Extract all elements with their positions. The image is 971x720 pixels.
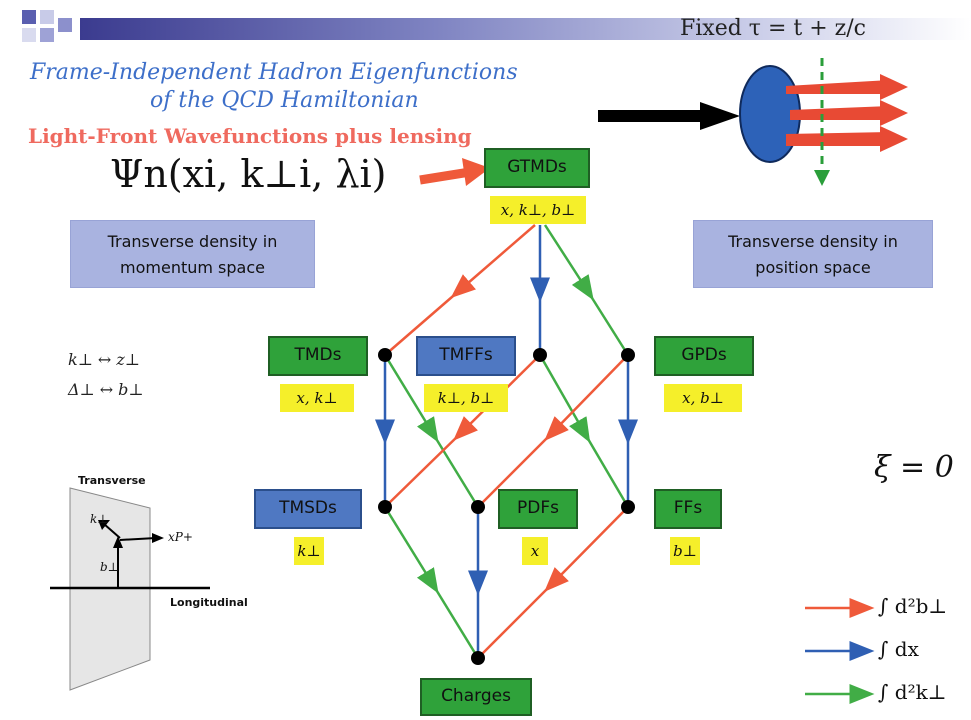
relation-delta-b: Δ⊥ ↔ b⊥ <box>68 380 144 399</box>
relation-k-z: k⊥ ↔ z⊥ <box>68 350 140 369</box>
fixed-tau-label: Fixed τ = t + z/c <box>680 16 866 41</box>
corner-decoration <box>58 18 72 32</box>
hadron-illustration <box>598 58 908 186</box>
node-pdfs: PDFs <box>498 489 578 529</box>
lfw-label: Light-Front Wavefunctions plus lensing <box>28 124 472 148</box>
transverse-plane-diagram <box>50 487 210 691</box>
node-dot-tmds <box>378 348 392 362</box>
legend-blue-label: ∫ dx <box>878 637 919 661</box>
node-dot-gpds <box>621 348 635 362</box>
xi-equals-zero: ξ = 0 <box>874 450 954 485</box>
node-pdfs-vars: x <box>522 537 548 565</box>
light-front-arrow-head <box>814 170 830 186</box>
header-bar <box>80 18 971 40</box>
node-gpds: GPDs <box>654 336 754 376</box>
node-dot-pdfs <box>471 500 485 514</box>
title-line-2: of the QCD Hamiltonian <box>150 88 419 113</box>
edge-green <box>430 582 480 659</box>
node-gpds-vars: x, b⊥ <box>664 384 742 412</box>
parton-arrow <box>786 80 890 94</box>
edge-green <box>582 431 630 508</box>
node-gtmds: GTMDs <box>484 148 590 188</box>
k-perp-symbol: k⊥ <box>90 512 109 526</box>
edge-red <box>477 431 554 508</box>
edge-red <box>477 582 554 659</box>
edge-red <box>384 289 461 356</box>
psi-to-gtmds-arrow-head <box>462 158 490 186</box>
density-position-line-1: Transverse density in <box>728 232 898 251</box>
node-dot-tmsds <box>378 500 392 514</box>
b-perp-symbol: b⊥ <box>100 560 119 574</box>
longitudinal-label: Longitudinal <box>170 596 248 609</box>
edge-green <box>543 224 594 301</box>
node-tmsds-vars: k⊥ <box>294 537 324 565</box>
edge-green <box>538 354 591 443</box>
node-gtmds-vars: x, k⊥, b⊥ <box>490 196 586 224</box>
parton-arrow-head <box>880 100 908 126</box>
psi-to-gtmds-arrow <box>419 167 471 185</box>
node-dot-tmffs <box>533 348 547 362</box>
edge-green <box>430 431 480 508</box>
node-ffs-vars: b⊥ <box>670 537 700 565</box>
parton-arrow-head <box>880 74 908 100</box>
xp-symbol: xP+ <box>168 530 193 544</box>
node-tmffs-vars: k⊥, b⊥ <box>424 384 508 412</box>
node-tmsds: TMSDs <box>254 489 362 529</box>
parton-arrow <box>786 132 890 146</box>
edge-red <box>384 431 463 508</box>
edge-red <box>544 506 629 592</box>
transverse-label: Transverse <box>78 474 146 487</box>
incoming-arrow-head <box>700 102 740 130</box>
node-tmds: TMDs <box>268 336 368 376</box>
xp-vector <box>119 537 157 541</box>
k-perp-vector <box>103 523 121 539</box>
edge-green <box>383 506 439 594</box>
node-tmffs: TMFFs <box>416 336 516 376</box>
title-line-1: Frame-Independent Hadron Eigenfunctions <box>30 60 518 85</box>
node-tmds-vars: x, k⊥ <box>280 384 354 412</box>
xp-arrow-head <box>152 533 164 543</box>
psi-formula-text: Ψn(xi, k⊥i, λi) <box>110 152 387 196</box>
corner-decoration <box>22 10 36 24</box>
edge-green <box>383 354 439 443</box>
node-charges: Charges <box>420 678 532 716</box>
legend-red-label: ∫ d²b⊥ <box>878 594 948 618</box>
density-position-line-2: position space <box>755 258 871 277</box>
density-position-box: Transverse density in position space <box>693 220 933 288</box>
edge-green <box>585 289 630 356</box>
parton-arrow-head <box>880 126 908 152</box>
density-momentum-line-1: Transverse density in <box>107 232 278 251</box>
edge-red <box>544 354 629 441</box>
k-perp-arrow-head <box>98 520 110 530</box>
psi-formula: Ψn(xi, k⊥i, λi) <box>110 152 387 196</box>
edge-red <box>450 224 536 299</box>
node-dot-charges <box>471 651 485 665</box>
corner-decoration <box>40 28 54 42</box>
corner-decoration <box>40 10 54 24</box>
density-momentum-box: Transverse density in momentum space <box>70 220 315 288</box>
node-ffs: FFs <box>654 489 722 529</box>
parton-arrow <box>790 106 890 120</box>
corner-decoration <box>22 28 36 42</box>
legend-green-label: ∫ d²k⊥ <box>878 680 947 704</box>
b-perp-arrow-head <box>113 536 123 548</box>
node-dot-ffs <box>621 500 635 514</box>
density-momentum-line-2: momentum space <box>120 258 265 277</box>
